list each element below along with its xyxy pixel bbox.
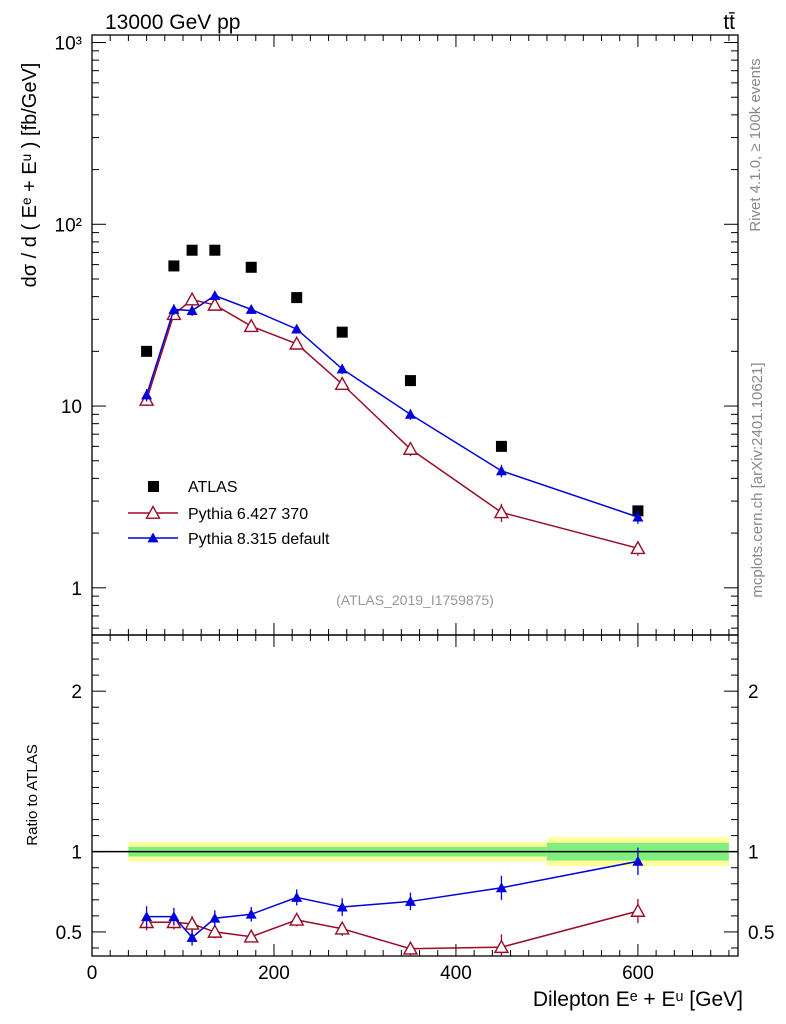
ratio-point-py8 <box>291 891 303 902</box>
ratio-point-py6 <box>493 939 510 954</box>
main-point-py6 <box>289 335 305 350</box>
header-right: tt̄ <box>723 11 735 34</box>
axis-ticks: 0 200 400 600 1 10 10² 10³ 0.5 0.5 1 1 2 2 <box>55 34 775 984</box>
x-tick-label-400: 400 <box>440 963 472 984</box>
main-point-atlas <box>186 244 198 256</box>
ratio-point-py6 <box>207 923 223 938</box>
ratio-point-py6 <box>243 928 259 943</box>
main-point-atlas <box>495 440 507 452</box>
header-left: 13000 GeV pp <box>105 11 240 34</box>
ratio-point-py6 <box>630 903 646 917</box>
main-point-py8 <box>632 511 644 522</box>
ratio-y-axis-label: Ratio to ATLAS <box>24 744 41 845</box>
main-point-py6 <box>184 291 200 306</box>
ratio-line-0 <box>146 910 639 950</box>
legend-py8-label: Pythia 8.315 default <box>188 531 330 548</box>
main-point-atlas <box>168 260 180 272</box>
main-point-py6 <box>402 441 419 455</box>
ratio-y-tick-label-right: 0.5 <box>748 923 774 944</box>
main-line-1 <box>145 298 639 550</box>
x-axis-label: Dilepton Eᵉ + Eᵘ [GeV] <box>533 988 743 1011</box>
ratio-point-py8 <box>404 895 416 906</box>
ratio-y-tick-label: 0.5 <box>56 923 82 944</box>
ratio-y-tick-label-right: 1 <box>748 843 759 864</box>
ratio-point-py8 <box>186 932 198 942</box>
plot-frames <box>91 34 739 957</box>
main-point-py6 <box>630 540 646 555</box>
main-line-2 <box>145 294 639 518</box>
data-series <box>138 244 646 956</box>
main-point-py6 <box>207 296 223 311</box>
main-y-tick-label: 10 <box>61 397 82 418</box>
main-point-py8 <box>404 408 416 419</box>
ratio-point-py8 <box>245 908 257 919</box>
main-point-atlas <box>404 375 416 387</box>
legend-py6-marker <box>145 505 161 519</box>
ratio-point-py8 <box>336 901 348 912</box>
main-point-py8 <box>245 303 257 314</box>
ratio-point-py8 <box>632 855 644 866</box>
x-tick-label-600: 600 <box>622 963 654 984</box>
ratio-point-py6 <box>289 911 305 926</box>
main-point-py6 <box>493 504 510 519</box>
main-point-atlas <box>141 345 153 357</box>
ratio-point-py6 <box>402 940 419 955</box>
main-point-atlas <box>336 326 348 338</box>
main-y-axis-label: dσ / d ( Eᵉ + Eᵘ ) [fb/GeV] <box>19 63 41 288</box>
ratio-point-py8 <box>209 912 221 923</box>
mcplots-label: mcplots.cern.ch [arXiv:2401.10621] <box>749 362 766 597</box>
ratio-point-py6 <box>334 920 350 935</box>
main-point-py6 <box>243 318 259 333</box>
main-y-tick-label: 10² <box>55 215 82 236</box>
legend: ATLAS Pythia 6.427 370 Pythia 8.315 defa… <box>128 479 330 548</box>
ratio-frame <box>91 634 739 957</box>
ratio-line-1 <box>146 860 639 939</box>
main-point-py8 <box>141 389 153 400</box>
legend-atlas-label: ATLAS <box>188 479 238 496</box>
ratio-point-py8 <box>168 911 180 922</box>
ratio-y-tick-label: 2 <box>71 682 82 703</box>
main-point-py6 <box>334 376 350 391</box>
main-point-atlas <box>209 244 221 256</box>
ratio-point-py6 <box>184 915 200 930</box>
main-y-tick-label: 10³ <box>55 34 82 55</box>
ratio-y-tick-label: 1 <box>71 843 82 864</box>
analysis-id-label: (ATLAS_2019_I1759875) <box>336 592 494 608</box>
main-point-py8 <box>291 323 303 334</box>
rivet-version-label: Rivet 4.1.0, ≥ 100k events <box>747 58 764 231</box>
ratio-y-tick-label-right: 2 <box>748 682 759 703</box>
main-y-tick-label: 1 <box>71 579 82 600</box>
main-point-atlas <box>245 261 257 273</box>
x-tick-label-0: 0 <box>87 963 98 984</box>
ratio-point-py8 <box>141 911 153 922</box>
main-point-py8 <box>186 305 198 316</box>
main-point-py8 <box>495 465 507 476</box>
legend-py8-marker <box>147 532 159 543</box>
main-point-py8 <box>209 290 221 301</box>
x-tick-label-200: 200 <box>258 963 290 984</box>
main-point-py8 <box>168 303 180 314</box>
legend-py6-label: Pythia 6.427 370 <box>188 506 308 523</box>
ratio-point-py8 <box>495 882 507 893</box>
main-point-atlas <box>291 292 303 304</box>
main-point-py8 <box>336 363 348 374</box>
legend-atlas-marker <box>148 481 159 492</box>
